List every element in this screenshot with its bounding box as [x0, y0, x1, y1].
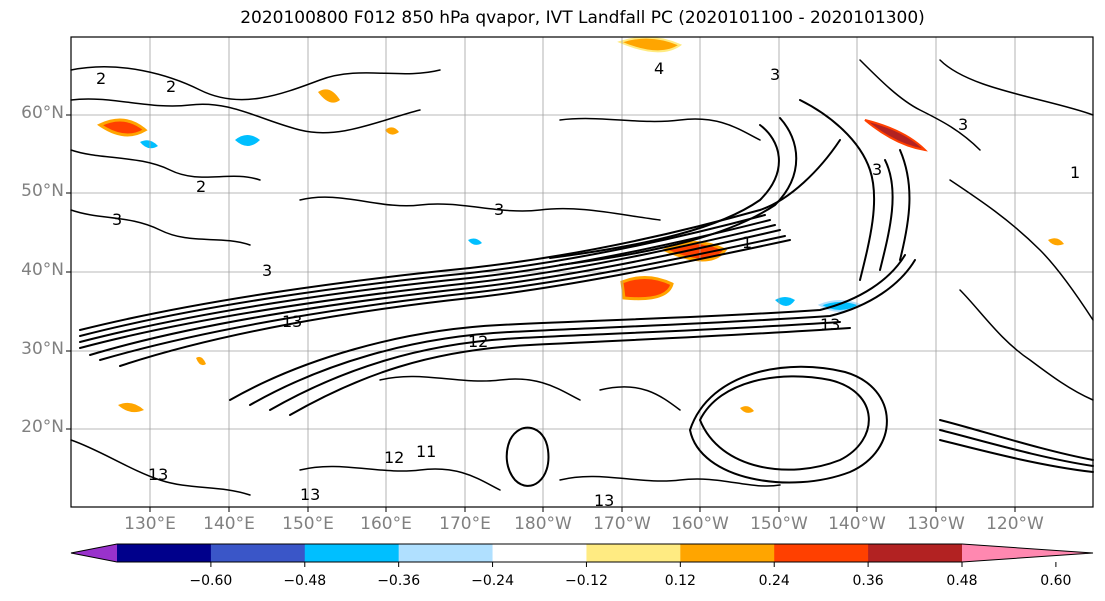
contour-label: 2 [196, 177, 206, 196]
fill-patch [118, 402, 144, 413]
fill-patch [468, 238, 482, 245]
colorbar-extend-max [962, 544, 1093, 562]
colorbar-segment [774, 544, 869, 562]
lon-label: 180°W [514, 514, 572, 534]
colorbar-tick-label: −0.48 [283, 573, 327, 589]
fill-patch [385, 127, 399, 135]
lat-label: 50°N [21, 181, 64, 201]
lon-label: 140°E [203, 514, 255, 534]
colorbar-segment [304, 544, 400, 562]
contour-label: 13 [282, 312, 302, 331]
graticule [71, 37, 1093, 507]
map-title: 2020100800 F012 850 hPa qvapor, IVT Land… [240, 8, 925, 28]
fill-patch [775, 297, 795, 306]
axis-ticks [66, 114, 1016, 512]
colorbar-tick-label: 0.36 [852, 573, 884, 589]
lat-label: 40°N [21, 260, 64, 280]
contour-label: 4 [654, 59, 664, 78]
lon-label: 120°W [986, 514, 1044, 534]
lon-label: 170°W [593, 514, 651, 534]
lat-label: 20°N [21, 417, 64, 437]
colorbar-tick-label: −0.36 [377, 573, 421, 589]
colorbar-tick-label: 0.24 [758, 573, 790, 589]
lon-label: 140°W [828, 514, 886, 534]
contour-label: 3 [112, 210, 122, 229]
colorbar-segment [586, 544, 681, 562]
contour-label: 3 [958, 115, 968, 134]
colorbar-segment [398, 544, 494, 562]
lon-label: 130°W [907, 514, 965, 534]
lon-label: 160°E [360, 514, 412, 534]
colorbar-segment [680, 544, 775, 562]
colorbar-tick-label: 0.48 [946, 573, 978, 589]
colorbar-tick-label: −0.12 [564, 573, 608, 589]
colorbar-extend-min [71, 544, 117, 562]
colorbar-tick-label: −0.60 [189, 573, 233, 589]
fill-patch [318, 89, 340, 103]
colorbar-segment [492, 544, 587, 562]
contour-label: 1 [1070, 163, 1080, 182]
anomaly-fill-patches [96, 36, 1064, 413]
fill-patch [196, 356, 206, 366]
lon-label: 160°W [671, 514, 729, 534]
fill-patch [96, 118, 148, 137]
contour-labels: 2 2 2 4 3 3 3 3 3 1 3 13 12 13 13 13 13 … [96, 59, 1080, 510]
colorbar-segment [210, 544, 306, 562]
contour-label: 12 [384, 448, 404, 467]
contour-label: 1 [742, 233, 752, 252]
fill-patch [1048, 238, 1064, 246]
contour-label: 3 [770, 65, 780, 84]
contour-label: 3 [494, 200, 504, 219]
contour-label: 3 [262, 261, 272, 280]
contour-label: 13 [820, 315, 840, 334]
colorbar-tick-label: −0.24 [471, 573, 514, 589]
lon-label: 150°E [282, 514, 334, 534]
lon-label: 170°E [439, 514, 491, 534]
lon-label: 150°W [750, 514, 808, 534]
lat-label: 60°N [21, 103, 64, 123]
contour-label: 13 [300, 485, 320, 504]
contour-label: 2 [96, 69, 106, 88]
contour-label: 3 [872, 160, 882, 179]
ivt-contours [70, 59, 1094, 496]
fill-patch [864, 119, 928, 152]
fill-patch [620, 276, 674, 301]
colorbar-tick-label: 0.12 [664, 573, 696, 589]
colorbar-segment [868, 544, 963, 562]
lon-label: 130°E [124, 514, 176, 534]
lat-label: 30°N [21, 339, 64, 359]
fill-patch [617, 36, 683, 53]
contour-label: 13 [594, 491, 614, 510]
fill-patch [140, 140, 158, 149]
fill-patch [235, 135, 260, 146]
contour-label: 12 [468, 332, 488, 351]
contour-label: 2 [166, 77, 176, 96]
contour-label: 11 [416, 442, 436, 461]
fill-patch [740, 406, 754, 413]
colorbar-segment [117, 544, 212, 562]
contour-label: 13 [148, 465, 168, 484]
colorbar-tick-label: 0.60 [1040, 573, 1072, 589]
